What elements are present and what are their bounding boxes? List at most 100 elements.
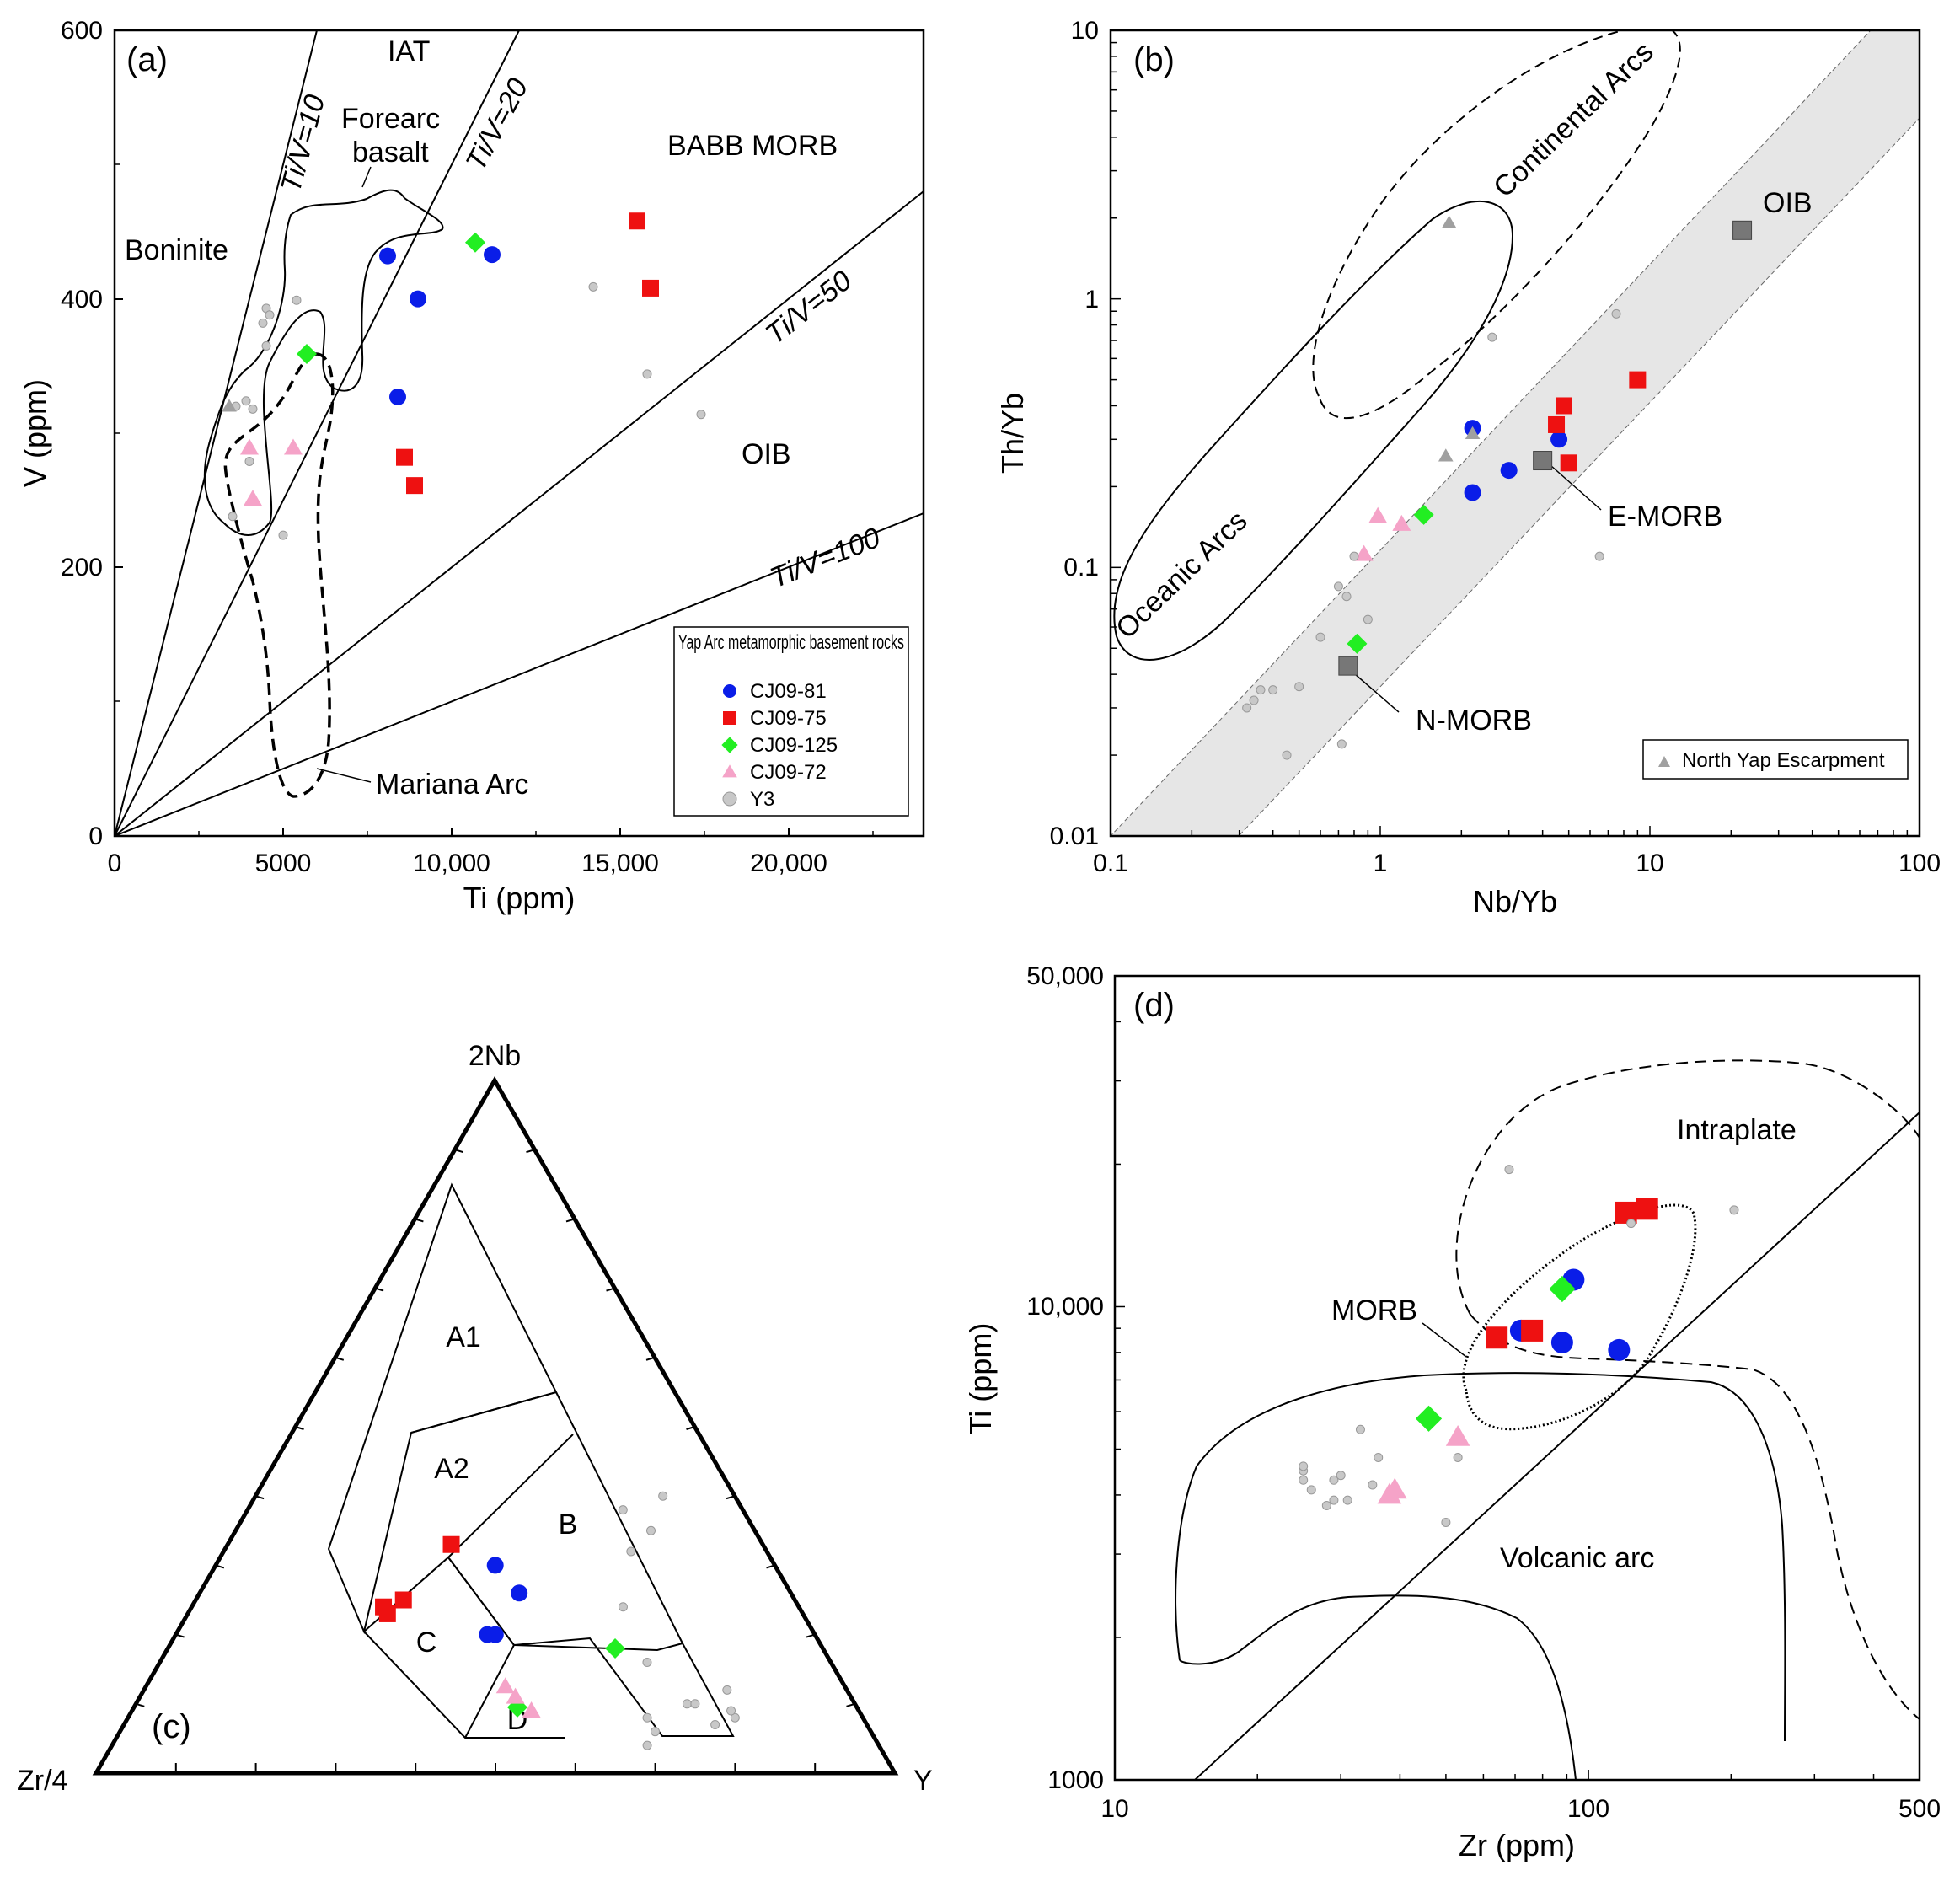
d-point-y3 xyxy=(1504,1165,1514,1175)
a-field-babb: BABB MORB xyxy=(667,130,838,162)
b-legend-box xyxy=(1642,739,1909,780)
e-morb-leader xyxy=(1543,458,1602,511)
d-point-y3 xyxy=(1321,1500,1331,1510)
morb-oib-array xyxy=(1111,30,1920,836)
b-xtick-1: 1 xyxy=(1374,849,1388,877)
b-point-cj09-75 xyxy=(1548,415,1566,433)
a-legend-marker-y3 xyxy=(722,791,737,807)
b-xtick-0: 0.1 xyxy=(1093,849,1128,877)
c-point-y3 xyxy=(722,1685,732,1695)
panel-a-fields xyxy=(115,30,924,836)
d-field-intraplate: Intraplate xyxy=(1677,1114,1797,1146)
b-point-y3 xyxy=(1315,632,1325,642)
d-point-y3 xyxy=(1306,1485,1316,1495)
intraplate-field xyxy=(1455,1059,1920,1720)
ternary-ticks xyxy=(136,1149,855,1773)
panel-b-legend: North Yap Escarpment xyxy=(1642,739,1909,780)
c-point-cj09-72 xyxy=(522,1701,541,1718)
b-point-north-yap-escarpment xyxy=(1441,215,1457,228)
a-legend-entry-3: CJ09-72 xyxy=(750,761,827,784)
c-left-tick xyxy=(415,1218,424,1223)
b-legend-entry-0: North Yap Escarpment xyxy=(1682,749,1885,772)
a-point-y3 xyxy=(588,281,598,292)
b-ytick-3: 10 xyxy=(1071,17,1099,45)
a-legend-markers xyxy=(721,684,738,807)
a-point-y3 xyxy=(265,310,275,320)
c-right-tick xyxy=(686,1426,695,1430)
a-point-cj09-75 xyxy=(406,477,423,495)
b-field-oib: OIB xyxy=(1763,187,1813,219)
d-point-y3 xyxy=(1329,1475,1339,1485)
b-xlabel: Nb/Yb xyxy=(1473,884,1557,919)
a-legend-entry-2: CJ09-125 xyxy=(750,734,838,757)
d-point-y3 xyxy=(1299,1461,1309,1471)
a-point-y3 xyxy=(258,318,268,328)
c-point-y3 xyxy=(642,1712,652,1723)
c-field-a2: A2 xyxy=(434,1453,469,1485)
c-right-tick xyxy=(846,1702,855,1707)
d-point-y3 xyxy=(1626,1219,1636,1229)
d-point-y3 xyxy=(1329,1495,1339,1505)
c-left-tick xyxy=(374,1287,384,1292)
mariana-arc-field xyxy=(223,352,335,798)
c-right-tick xyxy=(565,1218,576,1223)
d-point-y3 xyxy=(1729,1205,1739,1215)
panel-a-x-ticks: 0 5000 10,000 15,000 20,000 xyxy=(108,828,874,877)
a-legend-marker-cj09-72 xyxy=(722,764,737,778)
a-point-y3 xyxy=(696,410,706,420)
c-point-y3 xyxy=(730,1712,740,1723)
panel-c-marks xyxy=(375,1491,740,1750)
a-point-cj09-81 xyxy=(379,247,396,265)
a-field-boninite: Boninite xyxy=(125,234,228,266)
b-point-y3 xyxy=(1341,592,1352,602)
ti-v-50-line xyxy=(115,190,924,836)
b-point-cj09-125 xyxy=(1413,504,1434,525)
c-left-tick xyxy=(335,1356,345,1361)
d-point-y3 xyxy=(1374,1452,1384,1462)
a-point-y3 xyxy=(261,340,271,351)
c-point-y3 xyxy=(651,1727,661,1737)
ti-v-20-line xyxy=(115,30,520,836)
b-point-north-yap-escarpment xyxy=(1465,426,1481,439)
c-apex-right: Y xyxy=(913,1765,933,1797)
a-point-y3 xyxy=(642,369,652,379)
panel-d-log-ticks xyxy=(1114,975,1920,1781)
c-point-cj09-81 xyxy=(511,1584,528,1602)
d-point-cj09-72 xyxy=(1382,1477,1407,1499)
panel-b: 0.1 1 10 100 0.01 0.1 1 10 Nb/Yb Th/Yb (… xyxy=(995,17,1941,919)
a-legend-entry-4: Y3 xyxy=(750,788,774,811)
a-point-y3 xyxy=(228,512,238,522)
c-left-tick xyxy=(175,1633,185,1638)
c-point-cj09-81 xyxy=(486,1557,504,1574)
b-point-cj09-81 xyxy=(1464,484,1481,501)
ternary-fields xyxy=(327,1182,735,1739)
d-point-y3 xyxy=(1336,1471,1346,1481)
a-legend-marker-cj09-81 xyxy=(723,684,736,698)
c-apex-top: 2Nb xyxy=(469,1040,521,1072)
d-point-cj09-125 xyxy=(1415,1405,1443,1432)
c-field-b: B xyxy=(559,1509,578,1541)
c-point-cj09-75 xyxy=(394,1591,412,1609)
d-ytick-1: 10,000 xyxy=(1026,1293,1104,1321)
c-right-tick xyxy=(766,1564,775,1569)
b-ylabel: Th/Yb xyxy=(995,393,1030,474)
b-field-oceanic: Oceanic Arcs xyxy=(1110,505,1253,645)
c-point-y3 xyxy=(710,1719,720,1729)
c-point-y3 xyxy=(618,1602,628,1612)
c-point-y3 xyxy=(642,1740,652,1750)
c-field-c: C xyxy=(416,1626,437,1659)
a-legend-marker-cj09-125 xyxy=(721,737,738,753)
c-panel-label: (c) xyxy=(152,1708,191,1745)
b-field-continental: Continental Arcs xyxy=(1487,35,1660,203)
c-point-y3 xyxy=(626,1546,636,1557)
a-field-oib: OIB xyxy=(742,438,791,470)
b-ytick-2: 1 xyxy=(1084,286,1099,314)
a-point-north-yap-escarpment xyxy=(222,399,237,412)
b-xtick-2: 10 xyxy=(1636,849,1663,877)
c-point-cj09-75 xyxy=(442,1535,460,1553)
c-right-tick xyxy=(806,1633,816,1638)
c-point-cj09-72 xyxy=(506,1687,525,1704)
zr-ti-divider xyxy=(1194,1112,1920,1780)
panel-b-frame xyxy=(1109,29,1921,838)
d-point-y3 xyxy=(1368,1480,1378,1490)
